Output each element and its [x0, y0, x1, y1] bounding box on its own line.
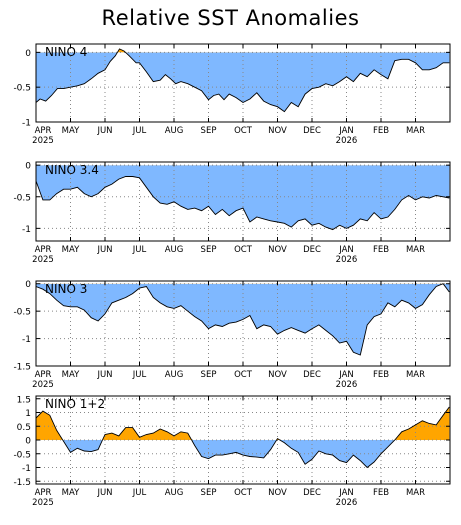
year-label-3-0: 2025 [32, 498, 54, 508]
panel-title-0: NINO 4 [45, 45, 87, 59]
panel-title-1: NINO 3.4 [45, 163, 99, 177]
ytick-label-0-2: -1 [22, 119, 31, 129]
positive-area-3 [36, 407, 450, 440]
year-label-1-0: 2025 [32, 255, 54, 265]
month-label-1-5: SEP [201, 245, 217, 255]
month-label-2-6: OCT [234, 370, 253, 380]
month-label-3-11: MAR [406, 488, 425, 498]
month-label-3-9: JAN [338, 488, 354, 498]
month-label-2-3: JUL [132, 370, 147, 380]
month-label-0-8: DEC [303, 126, 321, 136]
month-label-3-2: JUN [96, 488, 112, 498]
month-label-1-11: MAR [406, 245, 425, 255]
month-label-0-0: APR [35, 126, 52, 136]
figure-title: Relative SST Anomalies [101, 6, 360, 30]
month-label-0-11: MAR [406, 126, 425, 136]
panel-title-3: NINO 1+2 [45, 397, 105, 411]
series-line-1 [36, 176, 450, 231]
month-label-0-7: NOV [268, 126, 287, 136]
month-label-3-5: SEP [201, 488, 217, 498]
ytick-label-2-0: 0 [25, 280, 31, 290]
year-label-0-0: 2025 [32, 136, 54, 146]
negative-area-1 [36, 165, 450, 230]
month-label-3-0: APR [35, 488, 52, 498]
month-label-3-8: DEC [303, 488, 321, 498]
series-line-0 [36, 48, 450, 113]
month-label-2-5: SEP [201, 370, 217, 380]
ytick-label-3-0: 1.5 [17, 395, 31, 405]
month-label-1-4: AUG [165, 245, 184, 255]
month-label-0-4: AUG [165, 126, 184, 136]
ytick-label-1-1: -0.5 [13, 193, 31, 203]
month-label-0-10: FEB [373, 126, 389, 136]
month-label-1-8: DEC [303, 245, 321, 255]
month-label-1-1: MAY [62, 245, 80, 255]
month-label-1-6: OCT [234, 245, 253, 255]
month-label-1-9: JAN [338, 245, 354, 255]
month-label-2-11: MAR [406, 370, 425, 380]
ytick-label-3-6: -1.5 [13, 478, 31, 488]
month-label-2-10: FEB [373, 370, 389, 380]
month-label-1-7: NOV [268, 245, 287, 255]
month-label-0-2: JUN [96, 126, 112, 136]
ytick-label-3-5: -1 [22, 464, 31, 474]
ytick-label-0-0: 0 [25, 49, 31, 59]
month-label-0-5: SEP [201, 126, 217, 136]
ytick-label-2-3: -1.5 [13, 363, 31, 373]
month-label-1-2: JUN [96, 245, 112, 255]
ytick-label-1-2: -1 [22, 225, 31, 235]
month-label-1-0: APR [35, 245, 52, 255]
ytick-label-1-0: 0 [25, 162, 31, 172]
negative-area-0 [36, 52, 450, 112]
month-label-2-8: DEC [303, 370, 321, 380]
month-label-3-6: OCT [234, 488, 253, 498]
month-label-1-10: FEB [373, 245, 389, 255]
month-label-2-4: AUG [165, 370, 184, 380]
year-label-2-0: 2025 [32, 380, 54, 390]
month-label-2-9: JAN [338, 370, 354, 380]
month-label-2-0: APR [35, 370, 52, 380]
ytick-label-2-1: -0.5 [13, 308, 31, 318]
ytick-label-3-4: -0.5 [13, 450, 31, 460]
ytick-label-2-2: -1 [22, 335, 31, 345]
series-line-3 [36, 406, 450, 469]
year-label-2-1: 2026 [336, 380, 358, 390]
month-label-1-3: JUL [132, 245, 147, 255]
month-label-3-3: JUL [132, 488, 147, 498]
month-label-0-3: JUL [132, 126, 147, 136]
month-label-2-1: MAY [62, 370, 80, 380]
ytick-label-0-1: -0.5 [13, 84, 31, 94]
month-label-3-7: NOV [268, 488, 287, 498]
panel-title-2: NINO 3 [45, 282, 87, 296]
month-label-2-7: NOV [268, 370, 287, 380]
month-label-0-9: JAN [338, 126, 354, 136]
year-label-1-1: 2026 [336, 255, 358, 265]
month-label-3-4: AUG [165, 488, 184, 498]
month-label-0-6: OCT [234, 126, 253, 136]
year-label-0-1: 2026 [336, 136, 358, 146]
month-label-0-1: MAY [62, 126, 80, 136]
month-label-3-10: FEB [373, 488, 389, 498]
negative-area-3 [36, 440, 450, 468]
ytick-label-3-3: 0 [25, 437, 31, 447]
series-line-2 [36, 283, 450, 356]
month-label-2-2: JUN [96, 370, 112, 380]
ytick-label-3-2: 0.5 [17, 423, 31, 433]
ytick-label-3-1: 1 [25, 409, 31, 419]
month-label-3-1: MAY [62, 488, 80, 498]
year-label-3-1: 2026 [336, 498, 358, 508]
